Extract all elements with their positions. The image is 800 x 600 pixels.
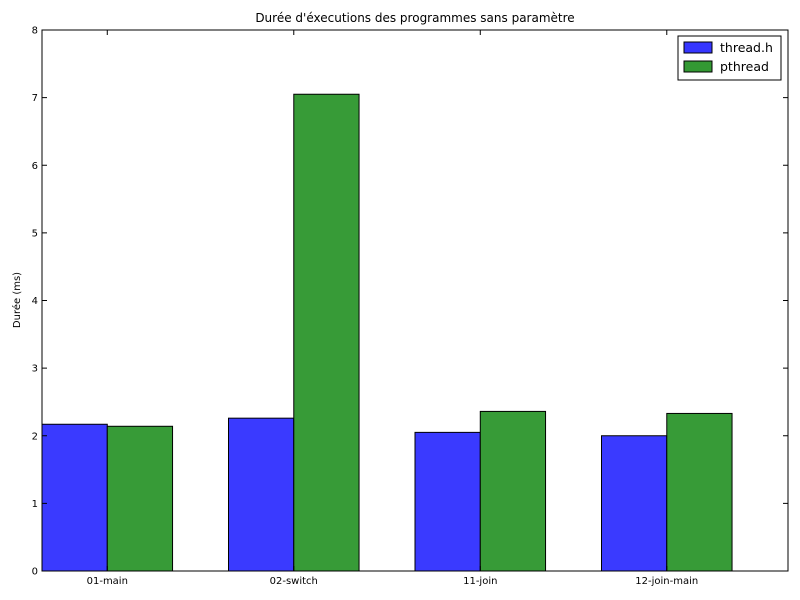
legend-label: pthread [720,59,769,74]
x-tick-label: 02-switch [270,576,318,587]
ticks-layer: 0 1 2 3 4 5 6 7 8 01-main 02-switch 11-join 12-join-… [32,26,788,587]
y-tick-label: 5 [32,228,38,239]
chart-title: Durée d'éxecutions des programmes sans p… [255,11,574,25]
y-tick-label: 2 [32,431,38,442]
bar-pthread-12-join-main [666,412,733,572]
bar-pthread-11-join [479,410,547,572]
x-tick-label: 11-join [463,576,497,587]
bar-pthread-02-switch [293,93,360,572]
y-tick-label: 0 [32,567,38,578]
plot-frame [41,29,789,572]
y-tick-label: 4 [32,296,38,307]
y-tick-label: 1 [32,499,38,510]
bar-thread-h-11-join [414,431,481,572]
bar-thread-h-02-switch [228,417,295,572]
y-axis-label: Durée (ms) [11,272,23,328]
x-tick-label: 12-join-main [635,576,698,587]
bar-thread-h-12-join-main [601,435,668,572]
bars-layer [41,93,733,572]
y-tick-label: 8 [32,26,38,37]
y-tick-label: 6 [32,161,38,172]
x-tick-label: 01-main [87,576,128,587]
y-tick-label: 3 [32,364,38,375]
bar-pthread-01-main [106,425,174,572]
legend-label: thread.h [720,40,773,55]
bar-thread-h-01-main [41,423,108,572]
legend-swatch [683,60,713,73]
legend: thread.h pthread [677,35,782,81]
y-tick-label: 7 [32,93,38,104]
legend-swatch [683,41,713,54]
